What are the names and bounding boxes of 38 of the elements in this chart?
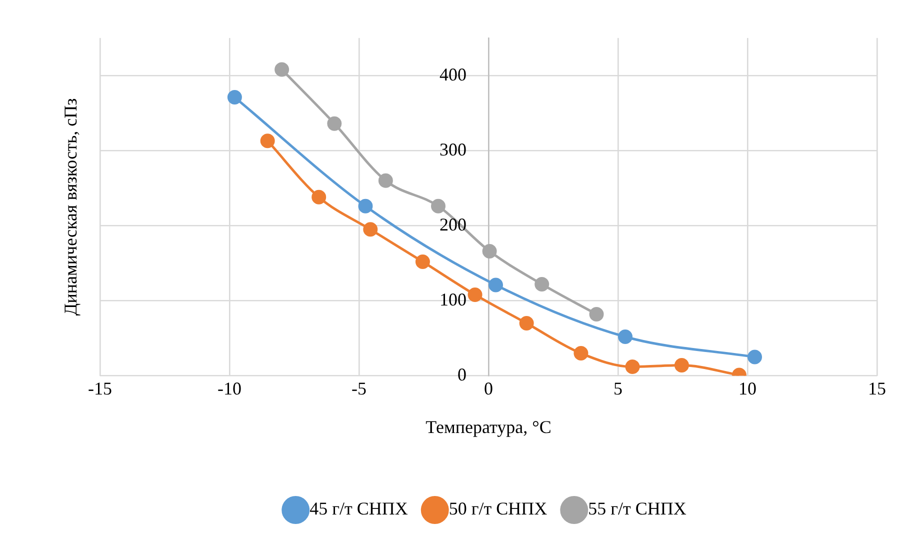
point (574, 346, 588, 361)
point (274, 62, 290, 77)
y-tick-label: 0 (458, 364, 466, 385)
point (363, 222, 378, 237)
point (625, 360, 640, 374)
legend-label: 50 г/т СНПХ (448, 498, 548, 519)
legend-label: 45 г/т СНПХ (310, 498, 408, 519)
x-tick-label: 0 (484, 378, 493, 398)
point (618, 330, 632, 344)
legend-label: 55 г/т СНПХ (588, 498, 686, 519)
point (327, 116, 342, 131)
y-tick-label: 300 (440, 139, 466, 160)
point (488, 278, 503, 292)
point (415, 254, 430, 269)
point (482, 244, 497, 258)
point (312, 190, 326, 204)
y-axis-title: Динамическая вязкость, сПз (60, 98, 81, 316)
y-tick-label: 100 (440, 289, 466, 310)
point (748, 350, 762, 364)
point (519, 316, 534, 331)
y-tick-label: 200 (440, 214, 466, 234)
point (674, 358, 689, 373)
x-tick-label: 10 (738, 378, 756, 398)
x-tick-label: 15 (868, 378, 886, 398)
point (431, 198, 446, 214)
x-tick-label: -15 (88, 378, 112, 398)
point (227, 90, 242, 105)
point (378, 173, 393, 188)
x-tick-label: -5 (352, 378, 366, 398)
point (260, 134, 275, 148)
point (358, 198, 373, 214)
y-tick-label: 400 (440, 64, 466, 84)
x-tick-label: -10 (218, 378, 242, 398)
x-tick-label: 5 (614, 378, 622, 398)
point (468, 287, 482, 302)
point (589, 306, 604, 322)
x-axis-title: Температура, °C (426, 416, 552, 437)
point (534, 276, 550, 292)
